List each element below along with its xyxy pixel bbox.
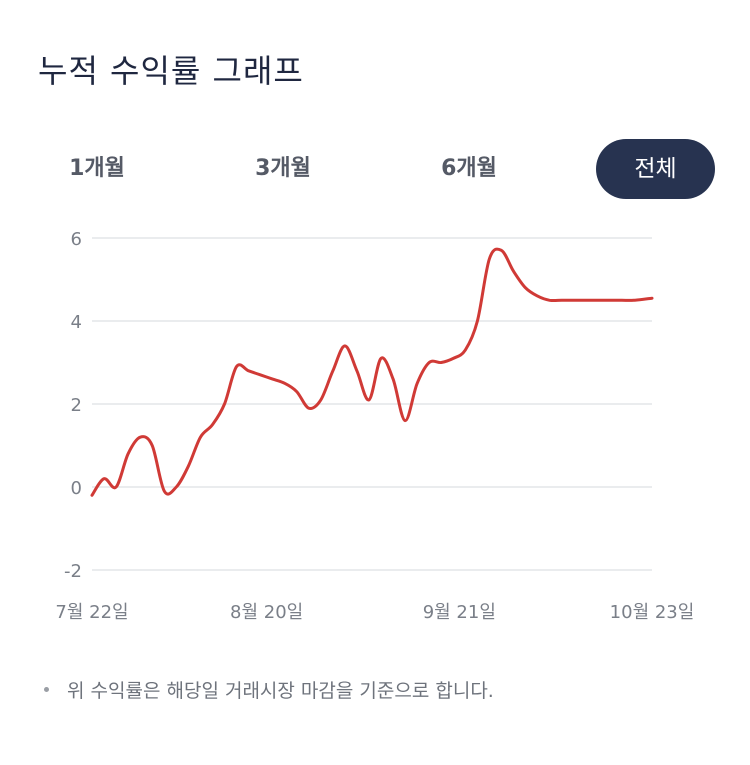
tab-3-months[interactable]: 3개월 <box>255 156 311 181</box>
chart-grid <box>92 237 652 571</box>
y-axis-labels: 6 4 2 0 -2 <box>64 229 82 582</box>
return-line-chart: 6 4 2 0 -2 7월 22일 8월 20일 9월 21일 10월 23일 <box>55 229 694 623</box>
tab-all[interactable]: 전체 <box>596 139 715 199</box>
period-tabs: 1개월 3개월 6개월 전체 <box>0 139 750 199</box>
series-layer <box>90 247 654 497</box>
x-tick-label: 9월 21일 <box>423 602 496 623</box>
y-tick-label: 2 <box>71 395 82 416</box>
x-tick-label: 7월 22일 <box>55 602 128 623</box>
cumulative-return-line <box>90 247 654 497</box>
x-axis-labels: 7월 22일 8월 20일 9월 21일 10월 23일 <box>55 602 694 623</box>
tab-1-month[interactable]: 1개월 <box>69 156 125 181</box>
y-tick-label: 0 <box>71 478 82 499</box>
y-tick-label: -2 <box>64 561 82 582</box>
footnote-text: 위 수익률은 해당일 거래시장 마감을 기준으로 합니다. <box>67 680 494 702</box>
x-tick-label: 8월 20일 <box>230 602 303 623</box>
y-tick-label: 4 <box>71 312 82 333</box>
bullet-icon <box>44 687 49 692</box>
x-tick-label: 10월 23일 <box>610 602 695 623</box>
y-tick-label: 6 <box>71 229 82 250</box>
footnote: 위 수익률은 해당일 거래시장 마감을 기준으로 합니다. <box>44 676 494 703</box>
tab-6-months[interactable]: 6개월 <box>441 156 497 181</box>
page-title: 누적 수익률 그래프 <box>38 52 304 90</box>
